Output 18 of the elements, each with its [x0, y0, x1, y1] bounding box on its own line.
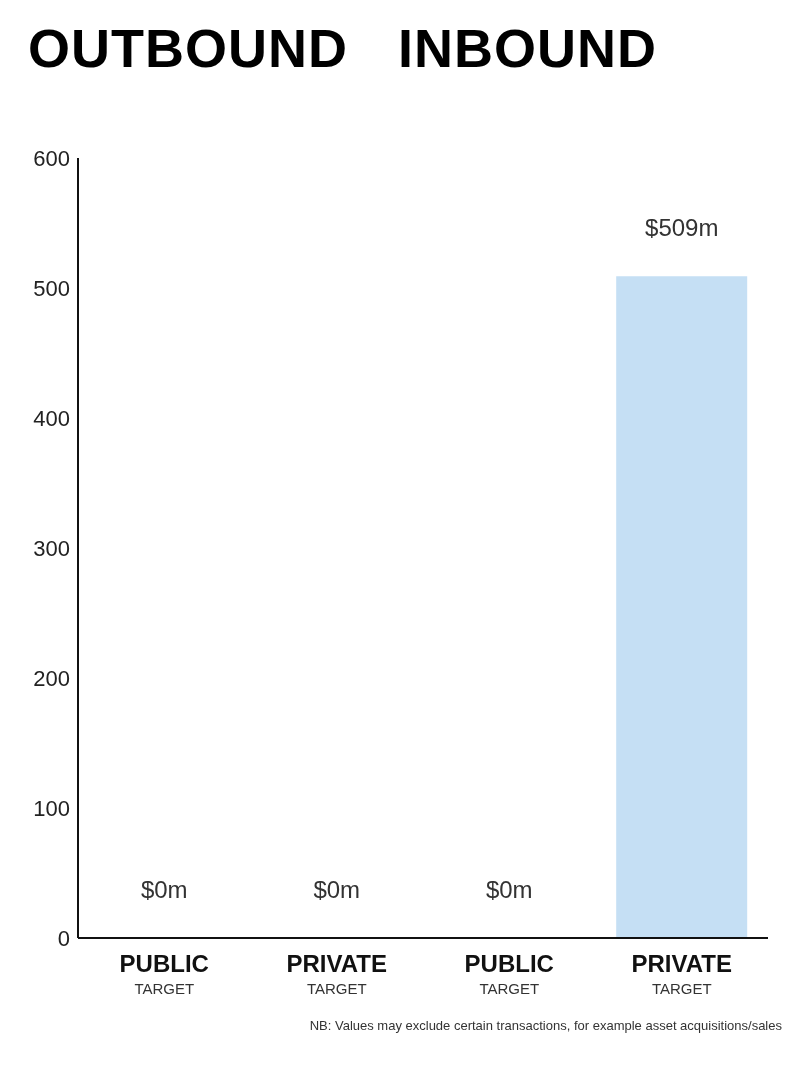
y-tick-label: 400	[33, 405, 70, 431]
y-tick-label: 600	[33, 145, 70, 171]
y-tick-label: 100	[33, 795, 70, 821]
data-label: $0m	[140, 876, 188, 903]
data-label: $509m	[645, 214, 719, 242]
x-tick-label: PUBLIC TARGET	[464, 950, 554, 997]
x-tick-label: PRIVATE TARGET	[286, 950, 387, 997]
data-label: $0m	[313, 876, 361, 903]
x-tick-label: PUBLIC TARGET	[119, 950, 209, 997]
y-tick-label: 500	[33, 275, 70, 301]
data-label: $0m	[485, 876, 533, 903]
text: INBOUND	[397, 17, 657, 80]
text: NB: Values may exclude certain transactions, for example asset acquisitions/sales	[308, 1018, 783, 1033]
x-tick-label: PRIVATE TARGET	[631, 950, 732, 997]
y-tick-label: 200	[33, 665, 70, 691]
y-tick-label: 0	[57, 925, 70, 951]
text: OUTBOUND	[28, 17, 348, 80]
y-tick-label: 300	[33, 535, 70, 561]
